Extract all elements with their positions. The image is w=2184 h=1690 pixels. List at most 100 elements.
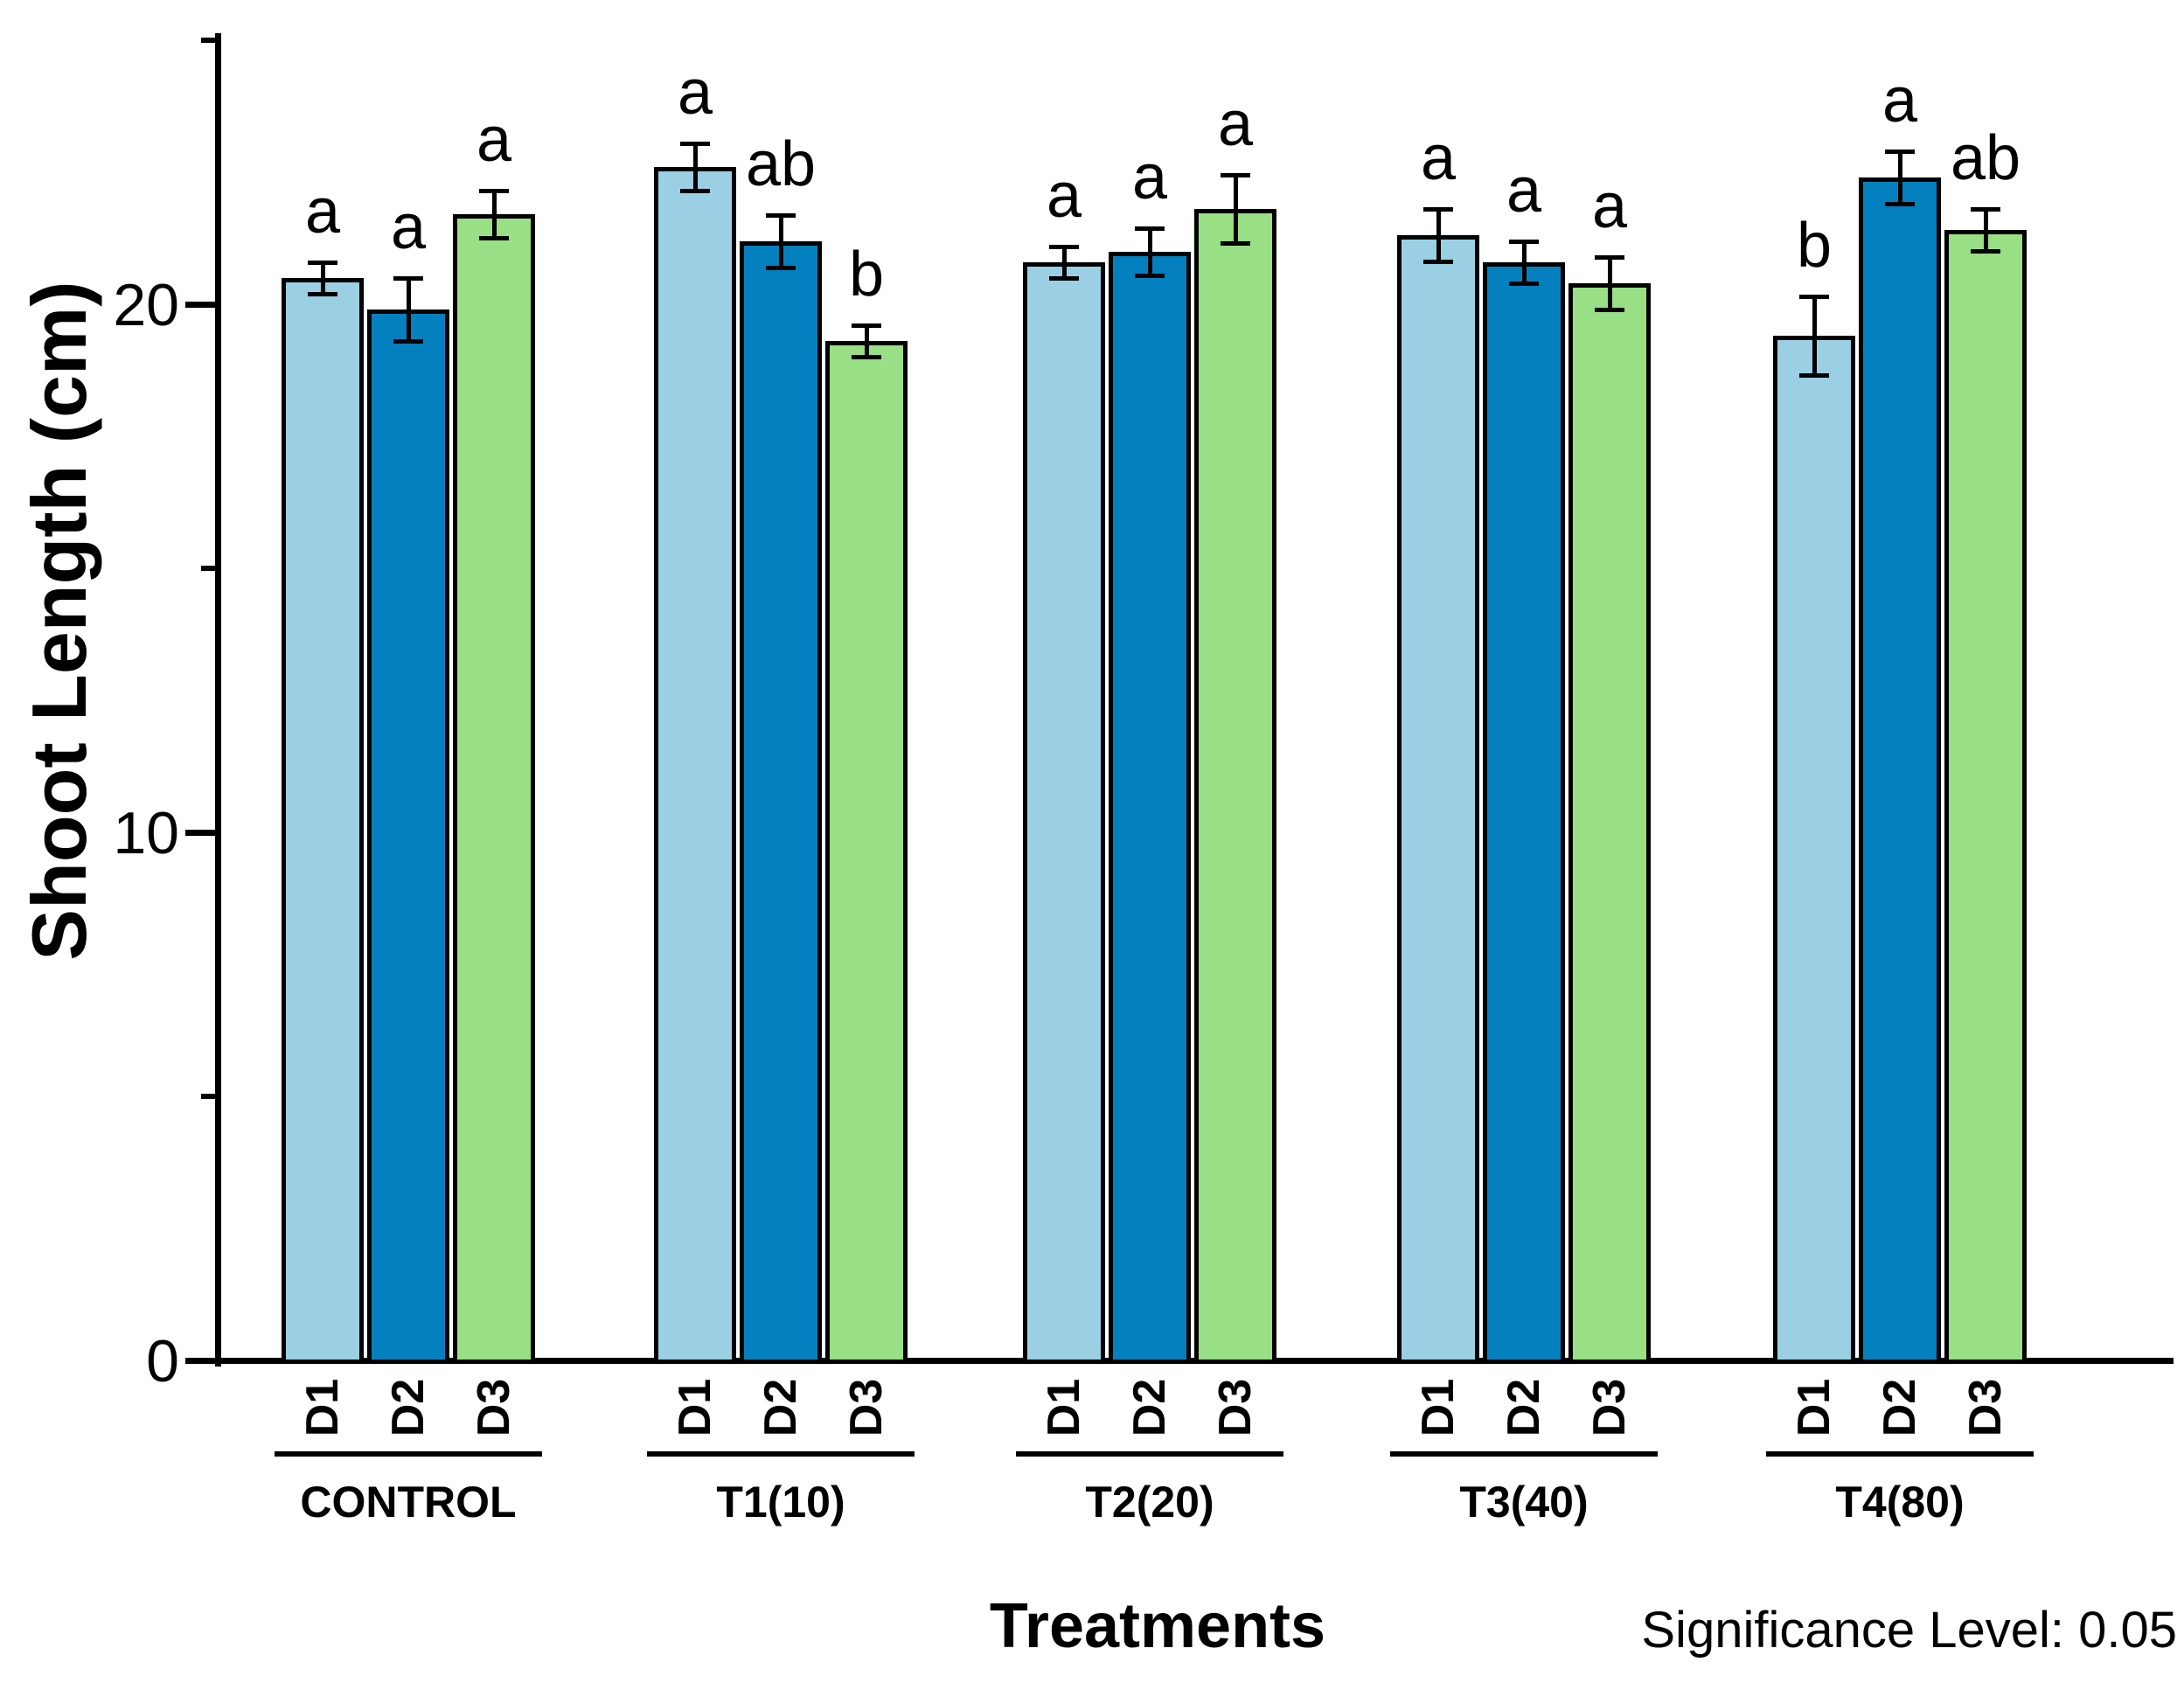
significance-letter: a (1046, 161, 1082, 231)
error-bar-line (407, 278, 411, 341)
significance-letter: a (390, 192, 427, 262)
error-bar-cap-top (479, 189, 509, 193)
error-bar-cap-bottom (1221, 241, 1250, 246)
bar (367, 309, 449, 1364)
error-bar-cap-top (1885, 150, 1915, 154)
error-bar-cap-bottom (1135, 274, 1165, 278)
bar-dose-label: D1 (1413, 1378, 1464, 1437)
bar-dose-label: D3 (841, 1378, 892, 1437)
bar-dose-label: D3 (1210, 1378, 1261, 1437)
bar (282, 278, 364, 1364)
bar-dose-label: D3 (1960, 1378, 2011, 1437)
error-bar-line (1812, 296, 1817, 375)
group-category-label: CONTROL (300, 1478, 517, 1527)
error-bar-line (693, 143, 698, 191)
error-bar-cap-top (1221, 173, 1250, 177)
error-bar-cap-top (1049, 245, 1079, 249)
error-bar-cap-bottom (1049, 276, 1079, 281)
group-underline (1016, 1451, 1283, 1457)
error-bar-cap-top (852, 323, 881, 328)
significance-letter: a (304, 177, 341, 247)
significance-letter: a (1217, 89, 1254, 159)
bar (453, 214, 535, 1364)
error-bar-cap-top (1135, 226, 1165, 231)
bar-dose-label: D3 (1584, 1378, 1635, 1437)
error-bar-line (1436, 209, 1441, 261)
bar-dose-label: D2 (1499, 1378, 1549, 1437)
error-bar-line (1234, 175, 1238, 243)
error-bar-line (1148, 228, 1152, 275)
significance-letter: b (1796, 211, 1833, 281)
y-tick-label: 0 (146, 1328, 179, 1394)
bar (1023, 262, 1105, 1364)
bar-dose-label: D1 (1039, 1378, 1089, 1437)
x-axis-title: Treatments (989, 1591, 1326, 1661)
bar-dose-label: D1 (670, 1378, 720, 1437)
bar (1483, 262, 1565, 1364)
group-category-label: T2(20) (1085, 1478, 1214, 1527)
bar (825, 341, 908, 1364)
significance-letter: a (1881, 66, 1918, 136)
bar-dose-label: D2 (1124, 1378, 1175, 1437)
bar (654, 167, 736, 1364)
group-underline (1766, 1451, 2034, 1457)
error-bar-cap-top (1423, 207, 1453, 212)
bar-dose-label: D2 (755, 1378, 806, 1437)
bar (1773, 336, 1855, 1364)
error-bar-line (492, 191, 497, 238)
error-bar-cap-bottom (1971, 249, 2000, 254)
error-bar-cap-bottom (852, 355, 881, 359)
group-category-label: T1(10) (716, 1478, 845, 1527)
y-minor-tick (201, 38, 220, 43)
significance-letter: a (1506, 156, 1542, 226)
y-tick-label: 10 (113, 800, 179, 866)
error-bar-cap-bottom (393, 339, 423, 344)
error-bar-cap-top (766, 213, 796, 218)
error-bar-cap-top (680, 142, 710, 146)
error-bar-cap-bottom (680, 189, 710, 193)
group-category-label: T3(40) (1459, 1478, 1589, 1527)
significance-letter: a (677, 58, 713, 128)
error-bar-line (1062, 247, 1067, 278)
bar (1944, 230, 2027, 1364)
group-underline (275, 1451, 542, 1457)
bar (1109, 252, 1191, 1364)
significance-note: Significance Level: 0.05 (1641, 1602, 2177, 1659)
y-minor-tick (201, 566, 220, 571)
error-bar-cap-bottom (1595, 308, 1624, 312)
error-bar-line (779, 215, 783, 268)
error-bar-cap-top (1595, 255, 1624, 260)
error-bar-cap-bottom (1509, 282, 1539, 286)
error-bar-cap-bottom (766, 266, 796, 270)
bar-dose-label: D2 (383, 1378, 434, 1437)
group-underline (647, 1451, 915, 1457)
error-bar-cap-top (393, 276, 423, 281)
significance-letter: a (1420, 123, 1457, 193)
significance-letter: ab (745, 129, 817, 199)
error-bar-line (1984, 209, 1988, 251)
error-bar-line (321, 262, 325, 294)
error-bar-cap-top (1509, 240, 1539, 244)
significance-letter: ab (1950, 123, 2021, 193)
error-bar-cap-bottom (1885, 202, 1915, 206)
y-major-tick (185, 830, 220, 836)
error-bar-cap-bottom (1423, 260, 1453, 264)
bar (1568, 283, 1651, 1364)
bar-dose-label: D1 (1789, 1378, 1840, 1437)
group-underline (1390, 1451, 1658, 1457)
y-tick-label: 20 (113, 272, 179, 338)
bar (1194, 209, 1276, 1364)
bar (740, 241, 822, 1364)
error-bar-cap-top (1971, 207, 2000, 212)
bar-dose-label: D3 (469, 1378, 519, 1437)
significance-letter: a (1131, 143, 1168, 212)
error-bar-cap-top (1799, 295, 1829, 299)
error-bar-cap-top (308, 261, 337, 265)
group-category-label: T4(80) (1835, 1478, 1965, 1527)
bar-dose-label: D2 (1874, 1378, 1925, 1437)
error-bar-cap-bottom (308, 292, 337, 296)
error-bar-line (1898, 151, 1902, 204)
error-bar-cap-bottom (1799, 373, 1829, 378)
significance-letter: b (848, 240, 885, 309)
